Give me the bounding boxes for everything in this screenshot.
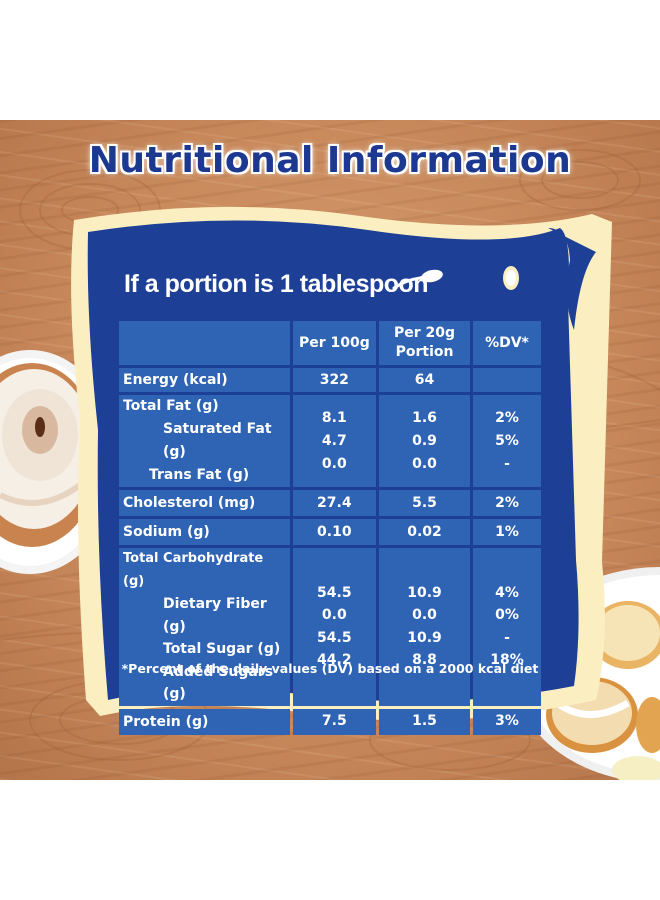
row-per100: 322 <box>292 368 377 392</box>
row-per100: 0.0 <box>321 455 347 472</box>
row-label: Added Sugars (g) <box>163 663 274 703</box>
row-per20: 0.0 <box>412 455 437 472</box>
row-per20: 10.9 <box>407 629 442 646</box>
row-label: Saturated Fat (g) <box>163 421 272 460</box>
row-per20-group: 10.9 0.0 10.9 8.8 <box>379 548 470 706</box>
row-dv: 18% <box>490 652 524 669</box>
row-dv: - <box>504 455 510 472</box>
row-per20: 0.9 <box>412 432 437 449</box>
header-per20: Per 20g Portion <box>379 321 470 365</box>
portion-subtitle: If a portion is 1 tablespoon <box>124 270 429 298</box>
row-per20: 1.5 <box>379 708 470 735</box>
row-label-group: Total Fat (g) Saturated Fat (g) Trans Fa… <box>119 395 290 487</box>
table-row-group-fat: Total Fat (g) Saturated Fat (g) Trans Fa… <box>119 395 541 487</box>
row-dv: 4% <box>495 584 519 601</box>
row-label: Dietary Fiber (g) <box>163 596 267 635</box>
table-row: Protein (g) 7.5 1.5 3% <box>119 708 541 735</box>
row-label: Energy (kcal) <box>119 368 290 392</box>
row-per20: 8.8 <box>412 652 437 669</box>
header-empty-cell <box>119 321 290 365</box>
row-per100: 8.1 <box>321 409 347 426</box>
row-label-group: Total Carbohydrate (g) Dietary Fiber (g)… <box>119 548 290 706</box>
row-dv: 2% <box>495 409 519 426</box>
row-per100: 44.2 <box>317 652 352 669</box>
row-dv: - <box>504 629 510 646</box>
row-label: Total Fat (g) <box>123 398 219 414</box>
row-per20: 0.02 <box>379 519 470 545</box>
row-dv: 2% <box>472 490 541 516</box>
row-label: Total Carbohydrate (g) <box>123 551 264 589</box>
row-per20: 0.0 <box>412 607 437 624</box>
table-row: Sodium (g) 0.10 0.02 1% <box>119 519 541 545</box>
row-per100: 0.10 <box>292 519 377 545</box>
row-per100: 7.5 <box>292 708 377 735</box>
row-dv <box>472 368 541 392</box>
spoon-icon <box>392 269 443 290</box>
row-dv: 1% <box>472 519 541 545</box>
row-per100: 54.5 <box>317 584 352 601</box>
table-header-row: Per 100g Per 20g Portion %DV* <box>119 321 541 365</box>
table-row: Cholesterol (mg) 27.4 5.5 2% <box>119 490 541 516</box>
row-dv: 5% <box>495 432 519 449</box>
row-dv: 3% <box>472 708 541 735</box>
table-row: Energy (kcal) 322 64 <box>119 368 541 392</box>
row-per100: 0.0 <box>321 607 347 624</box>
dv-footnote: *Percent of the daily values (DV) based … <box>121 661 539 676</box>
row-dv: 0% <box>495 607 519 624</box>
row-dv-group: 2% 5% - <box>472 395 541 487</box>
row-per20: 64 <box>379 368 470 392</box>
row-per20: 1.6 <box>412 409 437 426</box>
row-per20: 10.9 <box>407 584 442 601</box>
nutrition-table: Per 100g Per 20g Portion %DV* Energy (kc… <box>116 318 544 738</box>
row-per20: 5.5 <box>379 490 470 516</box>
header-per20-line1: Per 20g <box>394 325 456 341</box>
row-per100: 54.5 <box>317 629 352 646</box>
row-per100-group: 54.5 0.0 54.5 44.2 <box>292 548 377 706</box>
row-label: Total Sugar (g) <box>163 641 281 657</box>
row-per20-group: 1.6 0.9 0.0 <box>379 395 470 487</box>
page-title: Nutritional Information <box>88 140 572 181</box>
header-per100: Per 100g <box>292 321 377 365</box>
row-per100-group: 8.1 4.7 0.0 <box>292 395 377 487</box>
header-per20-line2: Portion <box>395 344 454 360</box>
row-dv-group: 4% 0% - 18% <box>472 548 541 706</box>
row-label: Protein (g) <box>119 708 290 735</box>
row-label: Trans Fat (g) <box>149 467 250 483</box>
header-dv: %DV* <box>472 321 541 365</box>
row-label: Cholesterol (mg) <box>119 490 290 516</box>
table-row-group-carbs: Total Carbohydrate (g) Dietary Fiber (g)… <box>119 548 541 706</box>
row-per100: 27.4 <box>292 490 377 516</box>
row-label: Sodium (g) <box>119 519 290 545</box>
row-per100: 4.7 <box>321 432 347 449</box>
